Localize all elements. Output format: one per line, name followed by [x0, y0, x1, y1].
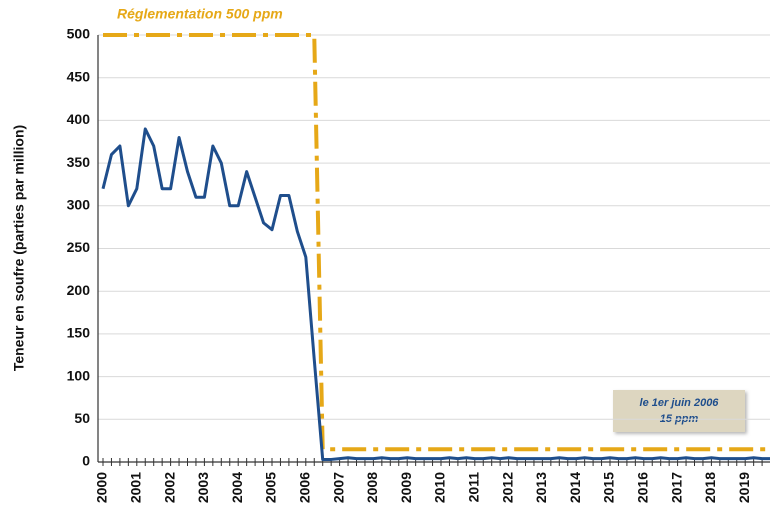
x-tick-label: 2011 — [466, 472, 482, 503]
x-tick-label: 2006 — [297, 472, 313, 503]
x-tick-label: 2003 — [195, 472, 211, 503]
y-tick-label: 400 — [67, 111, 91, 127]
x-tick-label: 2016 — [635, 472, 651, 503]
line — [103, 33, 770, 452]
x-tick-label: 2001 — [128, 472, 144, 503]
y-tick-label: 500 — [67, 26, 91, 42]
x-tick-label: 2004 — [229, 472, 245, 503]
line — [101, 127, 770, 461]
x-tick-label: 2014 — [567, 472, 583, 503]
x-tick-label: 2017 — [668, 472, 684, 503]
y-axis-label: Teneur en soufre (parties par million) — [11, 125, 27, 371]
x-tick-label: 2012 — [499, 472, 515, 503]
plot: 0 50 100 150 200 250 300 350 400 450 500 2000 2001 20… — [67, 26, 770, 503]
y-tick-label: 350 — [67, 154, 91, 170]
y-tick-label: 250 — [67, 239, 91, 255]
y-tick-label: 200 — [67, 282, 91, 298]
annotation-box — [613, 390, 745, 432]
x-tick-label: 2009 — [398, 472, 414, 503]
y-tick-label: 100 — [67, 367, 91, 383]
x-tick-label: 2002 — [161, 472, 177, 503]
y-tick-label: 450 — [67, 68, 91, 84]
y-tick-label: 50 — [74, 410, 90, 426]
y-tick-label: 150 — [67, 325, 91, 341]
x-tick-label: 2018 — [702, 472, 718, 503]
x-tick-label: 2008 — [364, 472, 380, 503]
x-tick-label: 2007 — [330, 472, 346, 503]
x-tick-label: 2019 — [736, 472, 752, 503]
y-tick-label: 300 — [67, 197, 91, 213]
annotation: Réglementation 500 ppm — [117, 6, 283, 22]
x-tick-label: 2010 — [432, 472, 448, 503]
annotation: le 1er juin 2006 — [640, 397, 720, 409]
x-tick-label: 2005 — [263, 472, 279, 503]
x-tick-label: 2015 — [601, 472, 617, 503]
x-tick-label: 2000 — [94, 472, 110, 503]
x-tick-label: 2013 — [533, 472, 549, 503]
y-tick-label: 0 — [82, 453, 90, 469]
